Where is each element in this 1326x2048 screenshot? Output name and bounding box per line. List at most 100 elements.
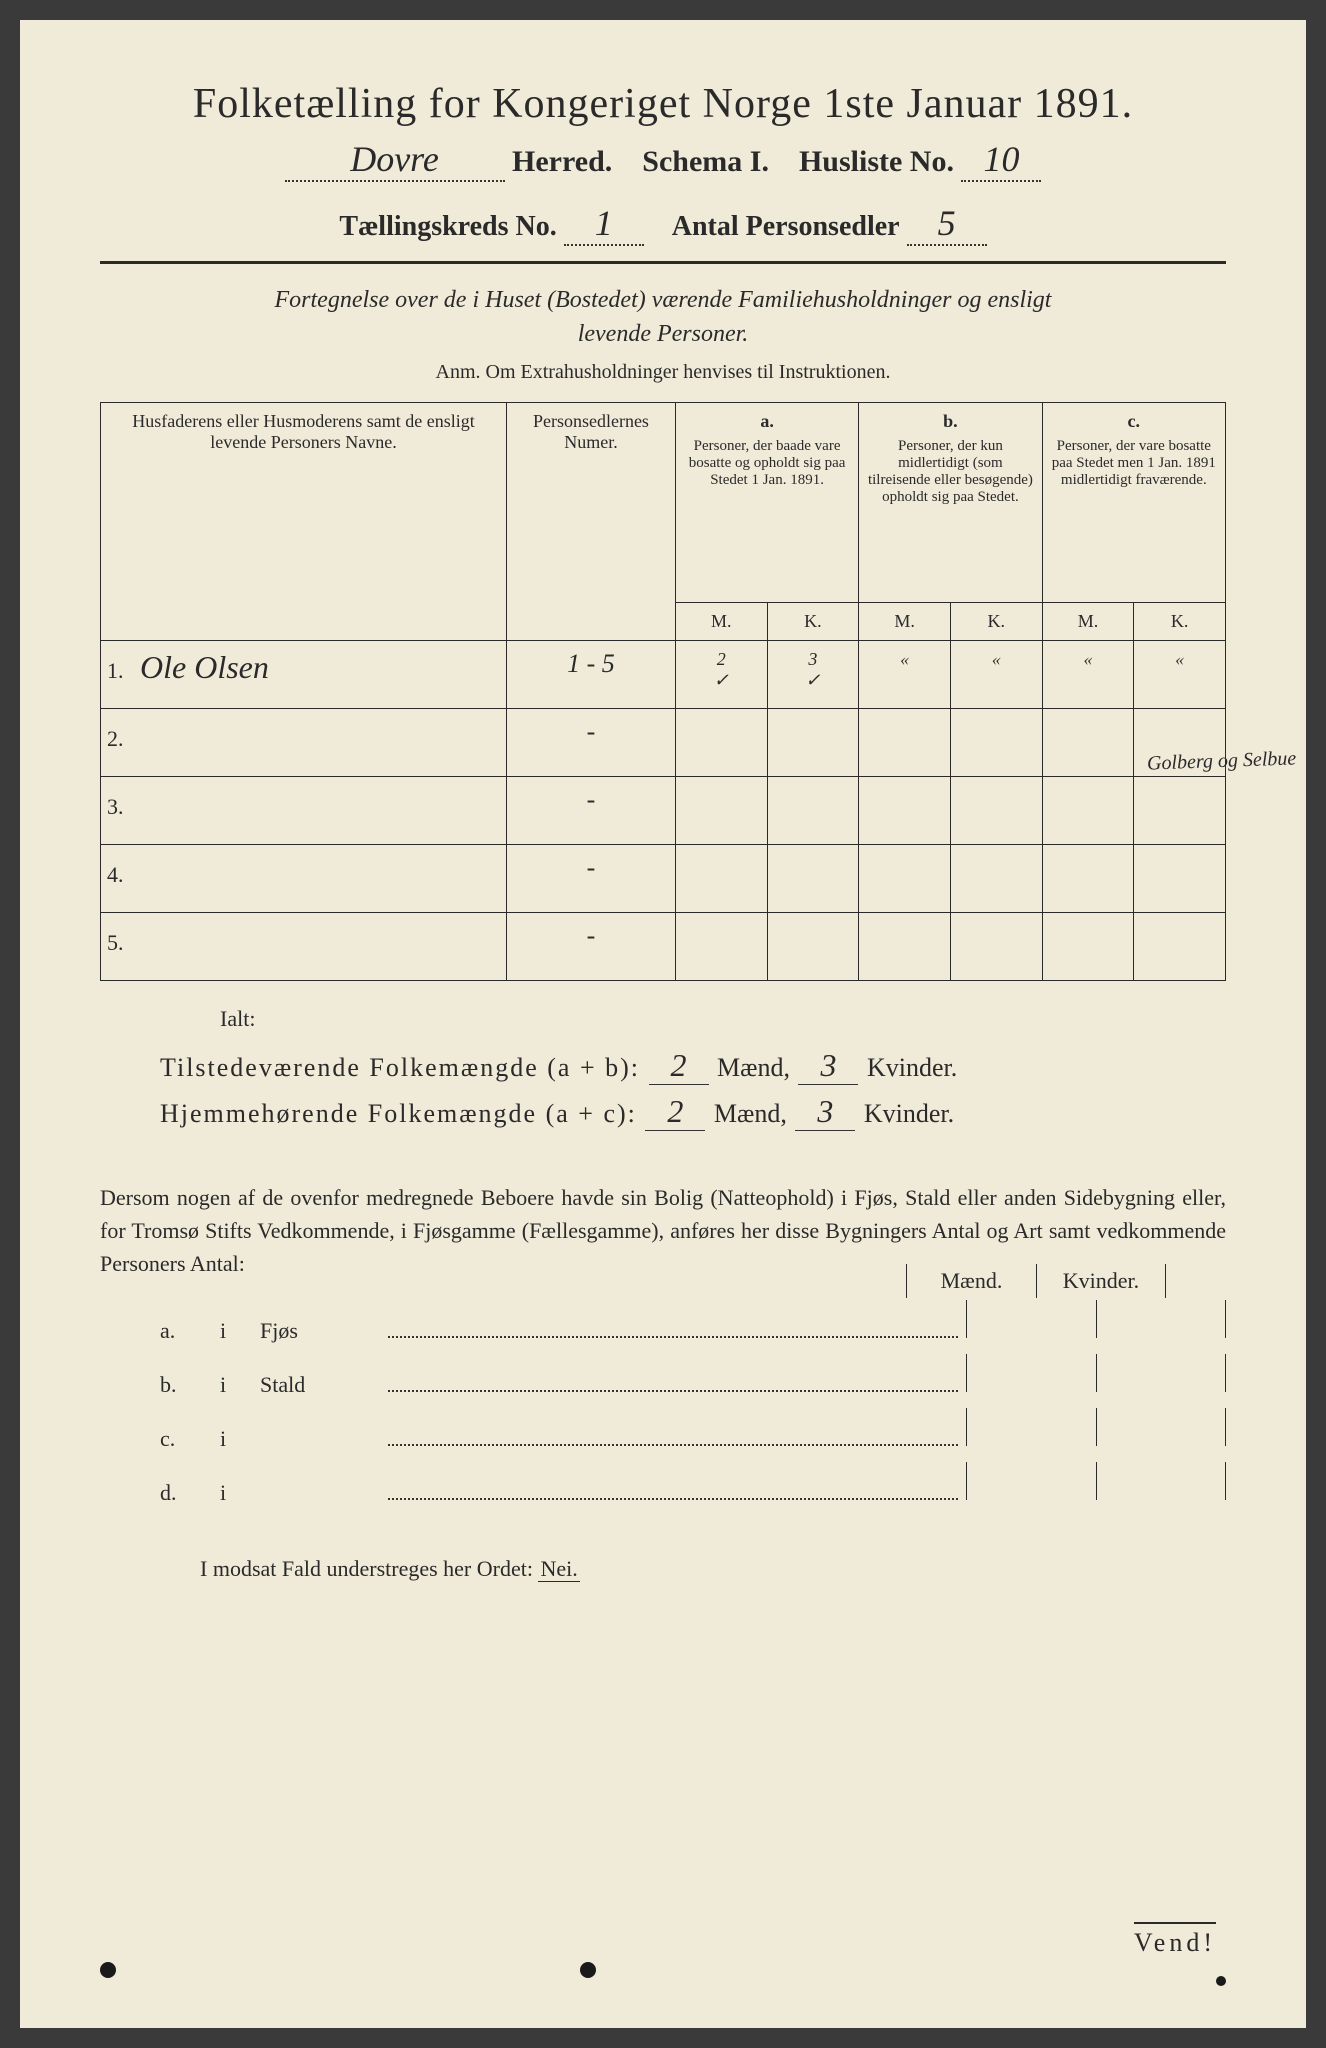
cell-numer: - <box>507 777 676 845</box>
nei-line: I modsat Fald understreges her Ordet: Ne… <box>200 1556 1226 1582</box>
outbuilding-row: c. i <box>100 1408 1226 1452</box>
husliste-label: Husliste No. <box>799 145 954 178</box>
sum-k-label-2: Kvinder. <box>864 1099 954 1128</box>
cell-c-m <box>1042 845 1134 913</box>
sum-m-label-1: Mænd, <box>717 1053 790 1082</box>
subtitle-line-2: levende Personer. <box>578 321 749 347</box>
cell-a-k: 3✓ <box>767 641 859 709</box>
ob-m-cell <box>966 1300 1096 1338</box>
table-row: 4. - <box>101 845 1226 913</box>
table-row: 1. Ole Olsen 1 - 5 2✓ 3✓ « « « « <box>101 641 1226 709</box>
outbuilding-row: b. i Stald <box>100 1354 1226 1398</box>
cell-numer: - <box>507 913 676 981</box>
sum1-label: Tilstedeværende Folkemængde (a + b): <box>160 1053 640 1082</box>
cell-c-m <box>1042 709 1134 777</box>
ob-i: i <box>220 1426 260 1452</box>
mk-m-header: Mænd. <box>906 1264 1036 1298</box>
th-a-label: a. <box>682 411 852 432</box>
ob-letter: c. <box>160 1426 220 1452</box>
cell-c-k: « <box>1134 641 1226 709</box>
nei-pre: I modsat Fald understreges her Ordet: <box>200 1556 538 1581</box>
ob-m-cell <box>966 1408 1096 1446</box>
th-a-m: M. <box>675 603 767 641</box>
antal-val: 5 <box>907 202 987 246</box>
ob-k-cell <box>1096 1462 1226 1500</box>
inkblot-icon <box>100 1962 116 1978</box>
inkblot-icon <box>1216 1976 1226 1986</box>
ob-letter: d. <box>160 1480 220 1506</box>
summary-present: Tilstedeværende Folkemængde (a + b): 2 M… <box>160 1047 1226 1085</box>
cell-name: 3. <box>101 777 507 845</box>
cell-b-m <box>859 913 951 981</box>
vend-label: Vend! <box>1134 1922 1216 1958</box>
herred-name: Dovre <box>285 138 505 182</box>
cell-c-m <box>1042 913 1134 981</box>
ob-k-cell <box>1096 1354 1226 1392</box>
sum1-m: 2 <box>649 1047 709 1085</box>
mk-k-header: Kvinder. <box>1036 1264 1166 1298</box>
herred-label: Herred. <box>512 145 612 178</box>
schema-label: Schema I. <box>642 145 769 178</box>
cell-a-m: 2✓ <box>675 641 767 709</box>
ob-name: Fjøs <box>260 1318 380 1344</box>
anm-note: Anm. Om Extrahusholdninger henvises til … <box>100 361 1226 384</box>
kreds-no: 1 <box>564 202 644 246</box>
cell-name: 4. <box>101 845 507 913</box>
cell-b-m <box>859 777 951 845</box>
cell-c-k <box>1134 845 1226 913</box>
divider <box>100 261 1226 264</box>
cell-a-k <box>767 709 859 777</box>
margin-note: Golberg og Selbue <box>1146 747 1296 774</box>
sum2-label: Hjemmehørende Folkemængde (a + c): <box>160 1099 637 1128</box>
table-row: 3. - <box>101 777 1226 845</box>
census-table: Husfaderens eller Husmoderens samt de en… <box>100 402 1226 981</box>
ob-dots <box>388 1444 958 1446</box>
th-c-m: M. <box>1042 603 1134 641</box>
subtitle-line-1: Fortegnelse over de i Huset (Bostedet) v… <box>275 287 1052 313</box>
ob-letter: a. <box>160 1318 220 1344</box>
ob-mk-cells <box>966 1462 1226 1500</box>
th-a-text: Personer, der baade vare bosatte og opho… <box>682 438 852 489</box>
sum2-k: 3 <box>795 1093 855 1131</box>
cell-b-k <box>950 913 1042 981</box>
cell-c-k <box>1134 777 1226 845</box>
ob-m-cell <box>966 1354 1096 1392</box>
ialt-label: Ialt: <box>220 1006 1226 1032</box>
cell-name: 5. <box>101 913 507 981</box>
cell-a-k <box>767 845 859 913</box>
summary-resident: Hjemmehørende Folkemængde (a + c): 2 Mæn… <box>160 1093 1226 1131</box>
husliste-no: 10 <box>961 138 1041 182</box>
header-line-3: Tællingskreds No. 1 Antal Personsedler 5 <box>100 202 1226 246</box>
ob-letter: b. <box>160 1372 220 1398</box>
th-name: Husfaderens eller Husmoderens samt de en… <box>101 403 507 641</box>
th-b-m: M. <box>859 603 951 641</box>
cell-a-k <box>767 913 859 981</box>
cell-b-k <box>950 709 1042 777</box>
census-form-page: Folketælling for Kongeriget Norge 1ste J… <box>20 20 1306 2028</box>
nei-word: Nei. <box>538 1556 579 1582</box>
th-c-text: Personer, der vare bosatte paa Stedet me… <box>1049 438 1219 489</box>
ob-k-cell <box>1096 1408 1226 1446</box>
th-numer: Personsedlernes Numer. <box>507 403 676 641</box>
sum2-m: 2 <box>645 1093 705 1131</box>
outbuilding-block: Mænd. Kvinder. a. i Fjøs b. i Stald c. i… <box>100 1300 1226 1506</box>
th-a-k: K. <box>767 603 859 641</box>
ob-m-cell <box>966 1462 1096 1500</box>
ob-dots <box>388 1390 958 1392</box>
cell-numer: - <box>507 709 676 777</box>
ob-k-cell <box>1096 1300 1226 1338</box>
ob-i: i <box>220 1372 260 1398</box>
cell-c-m: « <box>1042 641 1134 709</box>
cell-a-m <box>675 709 767 777</box>
cell-a-m <box>675 777 767 845</box>
ob-name: Stald <box>260 1372 380 1398</box>
th-b-label: b. <box>865 411 1035 432</box>
cell-a-m <box>675 845 767 913</box>
cell-b-k <box>950 845 1042 913</box>
th-a: a. Personer, der baade vare bosatte og o… <box>675 403 858 603</box>
mk-header: Mænd. Kvinder. <box>906 1264 1166 1298</box>
outbuilding-row: a. i Fjøs <box>100 1300 1226 1344</box>
sum-m-label-2: Mænd, <box>714 1099 787 1128</box>
page-title: Folketælling for Kongeriget Norge 1ste J… <box>100 80 1226 128</box>
th-c: c. Personer, der vare bosatte paa Stedet… <box>1042 403 1225 603</box>
